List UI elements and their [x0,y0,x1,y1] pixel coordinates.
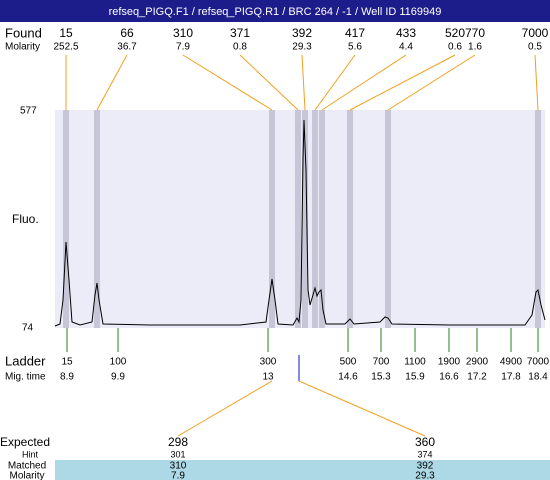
band [295,110,301,328]
found-label: Found [5,25,42,40]
found-link [321,54,407,111]
found-size: 66 [120,26,134,40]
ladder-size: 7000 [527,357,550,368]
ladder-size: 15 [61,357,73,368]
ladder-size: 4900 [500,357,523,368]
mig-time: 8.9 [60,372,74,383]
mig-time: 18.4 [528,372,548,383]
ladder-size: 300 [260,357,277,368]
found-size: 15 [59,26,73,40]
ladder-size: 700 [373,357,390,368]
found-size: 392 [292,26,312,40]
found-link [387,54,476,111]
band [347,110,353,328]
hint-label: Hint [22,449,39,459]
ladder-label: Ladder [5,353,46,368]
ladder-size: 1900 [438,357,461,368]
expected-value: 298 [168,435,188,449]
found-molarity: 0.6 [448,42,462,53]
trace [54,119,546,327]
band [312,110,318,328]
matched-value: 310 [170,461,187,472]
ladder-size: 1100 [404,357,426,368]
header-bar [0,0,550,22]
found-link [301,54,306,111]
expected-label: Expected [0,435,50,449]
found-size: 433 [396,26,416,40]
ladder-size: 100 [110,357,127,368]
found-size: 371 [230,26,250,40]
ladder-size: 2900 [466,357,489,368]
band [385,110,391,328]
expected-value: 360 [415,435,435,449]
found-size: 520 [445,26,465,40]
band [535,110,541,328]
mig-label: Mig. time [5,372,46,383]
found-molarity: 4.4 [399,42,413,53]
found-molarity: 1.6 [468,42,482,53]
hint-value: 301 [170,449,185,459]
found-molarity: 0.8 [233,42,247,53]
band [302,110,308,328]
found-link [314,54,356,111]
header-title: refseq_PIGQ.F1 / refseq_PIGQ.R1 / BRC 26… [109,6,442,18]
y-bottom: 74 [22,323,34,334]
mig-time: 13 [262,372,274,383]
band [63,110,69,328]
y-label: Fluo. [12,212,39,226]
found-link [182,54,273,111]
found-link [96,54,128,111]
found-molarity: 5.6 [348,42,362,53]
matched-highlight [55,460,550,480]
mig-time: 15.3 [371,372,391,383]
y-top: 577 [20,106,37,117]
found-molarity: 29.3 [292,42,312,53]
expected-link [298,380,426,437]
band [94,110,100,328]
mig-time: 17.2 [467,372,487,383]
found-link [534,54,539,111]
matched-molarity: 7.9 [171,471,185,480]
found-molarity: 0.5 [528,42,542,53]
found-molarity: 36.7 [117,42,137,53]
molarity-label: Molarity [9,471,44,480]
matched-label: Matched [8,461,46,472]
found-link [349,54,456,111]
ladder-size: 500 [340,357,357,368]
found-size: 7000 [522,26,549,40]
found-size: 770 [465,26,485,40]
found-molarity-label: Molarity [5,42,40,53]
matched-molarity: 29.3 [415,471,435,480]
mig-time: 16.6 [439,372,459,383]
band [319,110,325,328]
mig-time: 17.8 [501,372,521,383]
mig-time: 9.9 [111,372,125,383]
found-size: 417 [345,26,365,40]
mig-time: 15.9 [405,372,425,383]
found-size: 310 [173,26,193,40]
band [269,110,275,328]
expected-link [177,380,273,437]
found-molarity: 7.9 [176,42,190,53]
mig-time: 14.6 [338,372,358,383]
hint-value: 374 [417,449,432,459]
found-link [239,54,299,111]
matched-value: 392 [417,461,434,472]
found-molarity: 252.5 [53,42,78,53]
